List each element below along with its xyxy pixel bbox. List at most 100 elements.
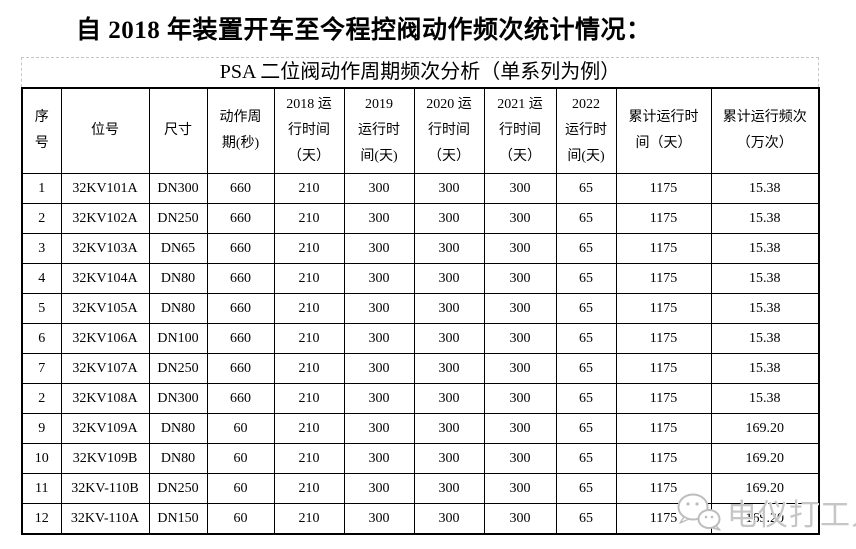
cell-cycle: 60 [206,413,275,444]
cell-y2018: 210 [273,233,345,264]
cell-y2018: 210 [273,473,345,504]
cell-tag: 32KV104A [60,263,150,294]
table-row: 11 32KV-110B DN250 60 210 300 300 300 65 1175 169.… [21,473,820,504]
cell-index: 12 [21,503,62,535]
cell-cycle: 660 [206,293,275,324]
cell-total-days: 1175 [615,233,712,264]
column-header-y2020: 2020 运 行时间 （天） [413,87,485,174]
cell-y2020: 300 [413,443,485,474]
cell-y2021: 300 [483,173,557,204]
cell-total-freq: 15.38 [710,353,820,384]
cell-y2018: 210 [273,503,345,535]
cell-tag: 32KV109B [60,443,150,474]
cell-y2020: 300 [413,233,485,264]
table-row: 2 32KV102A DN250 660 210 300 300 300 65 1175 15.38 [21,203,820,234]
table-header-row: 序 号位号 尺寸 动作周 期(秒) 2018 运 行时间 （天） 2019 运行时 间(… [21,87,820,174]
cell-total-freq: 15.38 [710,263,820,294]
cell-total-freq: 169.20 [710,443,820,474]
table-row: 6 32KV106A DN100 660 210 300 300 300 65 1175 15.38 [21,323,820,354]
table-row: 5 32KV105A DN80 660 210 300 300 300 65 1175 15.38 [21,293,820,324]
cell-total-days: 1175 [615,263,712,294]
cell-index: 3 [21,233,62,264]
cell-y2020: 300 [413,413,485,444]
cell-y2018: 210 [273,263,345,294]
cell-y2022: 65 [555,413,617,444]
column-header-index: 序 号 [21,87,62,174]
cell-tag: 32KV103A [60,233,150,264]
column-header-total-days: 累计运行时 间（天） [615,87,712,174]
cell-y2022: 65 [555,233,617,264]
column-header-cycle: 动作周 期(秒) [206,87,275,174]
column-header-y2018: 2018 运 行时间 （天） [273,87,345,174]
cell-size: DN65 [148,233,208,264]
cell-total-freq: 15.38 [710,383,820,414]
cell-tag: 32KV102A [60,203,150,234]
column-header-y2022: 2022 运行时 间(天) [555,87,617,174]
cell-y2021: 300 [483,323,557,354]
cell-total-freq: 15.38 [710,323,820,354]
cell-y2022: 65 [555,263,617,294]
cell-y2019: 300 [343,383,415,414]
cell-total-days: 1175 [615,473,712,504]
cell-tag: 32KV105A [60,293,150,324]
cell-y2019: 300 [343,353,415,384]
cell-y2021: 300 [483,413,557,444]
cell-tag: 32KV109A [60,413,150,444]
cell-y2019: 300 [343,503,415,535]
cell-y2019: 300 [343,203,415,234]
table-row: 2 32KV108A DN300 660 210 300 300 300 65 1175 15.38 [21,383,820,414]
cell-y2022: 65 [555,173,617,204]
cell-total-days: 1175 [615,293,712,324]
cell-y2022: 65 [555,353,617,384]
cell-size: DN300 [148,173,208,204]
cell-y2021: 300 [483,443,557,474]
cell-total-days: 1175 [615,443,712,474]
cell-cycle: 660 [206,203,275,234]
cell-y2020: 300 [413,203,485,234]
cell-size: DN100 [148,323,208,354]
cell-total-days: 1175 [615,503,712,535]
cell-y2019: 300 [343,293,415,324]
table-row: 4 32KV104A DN80 660 210 300 300 300 65 1175 15.38 [21,263,820,294]
cell-size: DN80 [148,413,208,444]
table-row: 10 32KV109B DN80 60 210 300 300 300 65 1175 169.20 [21,443,820,474]
table-caption: PSA 二位阀动作周期频次分析（单系列为例） [21,57,819,87]
cell-y2021: 300 [483,293,557,324]
cell-y2021: 300 [483,203,557,234]
cell-y2019: 300 [343,263,415,294]
cell-y2020: 300 [413,323,485,354]
cell-tag: 32KV106A [60,323,150,354]
cell-cycle: 660 [206,383,275,414]
cell-y2019: 300 [343,473,415,504]
cell-index: 2 [21,383,62,414]
cell-total-freq: 15.38 [710,293,820,324]
column-header-total-freq: 累计运行频次 （万次） [710,87,820,174]
table-row: 7 32KV107A DN250 660 210 300 300 300 65 1175 15.38 [21,353,820,384]
cell-tag: 32KV108A [60,383,150,414]
cell-total-freq: 15.38 [710,233,820,264]
cell-y2018: 210 [273,353,345,384]
cell-tag: 32KV107A [60,353,150,384]
cell-tag: 32KV101A [60,173,150,204]
cell-index: 7 [21,353,62,384]
cell-y2018: 210 [273,443,345,474]
cell-index: 1 [21,173,62,204]
cell-total-freq: 169.20 [710,473,820,504]
cell-size: DN300 [148,383,208,414]
cell-y2019: 300 [343,233,415,264]
cell-y2018: 210 [273,413,345,444]
cell-y2021: 300 [483,383,557,414]
psa-frequency-table: 序 号位号 尺寸 动作周 期(秒) 2018 运 行时间 （天） 2019 运行时 间(… [21,87,820,535]
cell-size: DN80 [148,293,208,324]
cell-total-days: 1175 [615,203,712,234]
cell-cycle: 660 [206,263,275,294]
cell-y2019: 300 [343,173,415,204]
cell-size: DN250 [148,203,208,234]
cell-index: 2 [21,203,62,234]
cell-y2022: 65 [555,323,617,354]
cell-y2019: 300 [343,443,415,474]
cell-y2018: 210 [273,383,345,414]
cell-y2020: 300 [413,503,485,535]
cell-total-freq: 15.38 [710,203,820,234]
